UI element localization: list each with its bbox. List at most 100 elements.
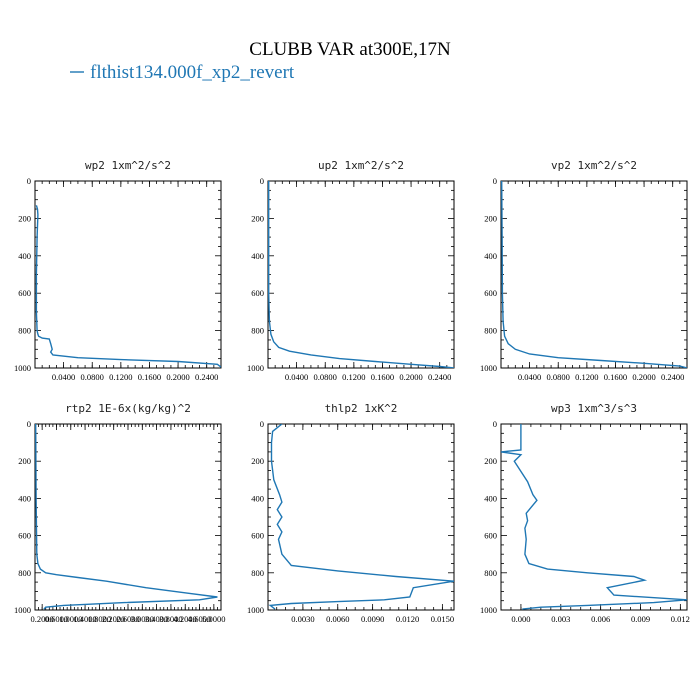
y-tick-label: 0 (493, 176, 497, 186)
x-tick-label: 0.0800 (314, 372, 337, 382)
series-line (501, 181, 687, 368)
plot-frame (500, 180, 688, 369)
x-tick-label: 0.0800 (81, 372, 104, 382)
plot-frame (267, 423, 455, 611)
series-line (268, 424, 454, 610)
x-tick-label: 0.0150 (431, 614, 454, 624)
x-tick-label: 0.0090 (361, 614, 384, 624)
x-tick-label: 0.1200 (109, 372, 132, 382)
x-tick-label: 0.0120 (396, 614, 419, 624)
y-tick-label: 600 (484, 531, 497, 541)
y-tick-label: 800 (484, 326, 497, 336)
y-tick-label: 200 (484, 456, 497, 466)
plot-frame (34, 180, 222, 369)
x-tick-label: 0.0800 (547, 372, 570, 382)
y-tick-label: 600 (484, 288, 497, 298)
y-tick-label: 400 (251, 493, 264, 503)
x-tick-label: 0.2000 (166, 372, 189, 382)
y-tick-label: 1000 (14, 363, 31, 373)
x-tick-label: 0.1600 (138, 372, 161, 382)
y-tick-label: 400 (18, 251, 31, 261)
panel-3: vp2 1xm^2/s^2 0 200 400 600 800 1000 0.0400 0.08… (480, 159, 688, 382)
y-tick-label: 200 (18, 456, 31, 466)
x-tick-label: 0.012 (671, 614, 690, 624)
x-tick-label: 0.2400 (428, 372, 451, 382)
x-tick-label: 0.1200 (342, 372, 365, 382)
panel-title: vp2 1xm^2/s^2 (551, 159, 637, 172)
x-tick-label: 0.0400 (518, 372, 541, 382)
panel-title: thlp2 1xK^2 (325, 402, 398, 415)
figure-title: CLUBB VAR at300E,17N (249, 39, 451, 60)
panel-6: wp3 1xm^3/s^3 0 200 400 600 800 1000 0.000 0.003… (480, 402, 690, 624)
y-tick-label: 600 (251, 531, 264, 541)
y-tick-label: 1000 (247, 605, 264, 615)
x-tick-label: 0.006 (591, 614, 610, 624)
series-line (501, 424, 687, 610)
y-tick-label: 800 (251, 326, 264, 336)
panel-title: wp3 1xm^3/s^3 (551, 402, 637, 415)
x-tick-label: 3.8000 (159, 614, 182, 624)
plot-frame (34, 423, 222, 611)
x-tick-label: 0.1600 (604, 372, 627, 382)
x-tick-label: 1.8000 (88, 614, 111, 624)
x-tick-label: 0.009 (631, 614, 650, 624)
series-line (35, 205, 221, 368)
y-tick-label: 800 (18, 568, 31, 578)
x-tick-label: 2.6000 (116, 614, 139, 624)
x-tick-label: 0.6000 (45, 614, 68, 624)
y-tick-label: 600 (251, 288, 264, 298)
panel-5: thlp2 1xK^2 0 200 400 600 800 1000 0.0030 0.0060… (247, 402, 455, 624)
panel-2: up2 1xm^2/s^2 0 200 400 600 800 1000 0.0400 0.08… (247, 159, 455, 382)
y-tick-label: 1000 (480, 363, 497, 373)
y-tick-label: 200 (484, 213, 497, 223)
panel-4: rtp2 1E-6x(kg/kg)^2 0 200 400 600 800 10000.20… (14, 402, 226, 624)
y-tick-label: 0 (260, 176, 264, 186)
x-tick-label: 1.4000 (73, 614, 96, 624)
panels-grid: wp2 1xm^2/s^2 0 200 400 600 800 1000 0.0400 0.08… (14, 159, 690, 624)
legend-label: flthist134.000f_xp2_revert (90, 62, 295, 83)
y-tick-label: 0 (493, 419, 497, 429)
x-tick-label: 0.2000 (399, 372, 422, 382)
series-line (35, 424, 218, 610)
y-tick-label: 800 (18, 326, 31, 336)
plot-frame (500, 423, 688, 611)
x-tick-label: 3.4000 (145, 614, 168, 624)
x-tick-label: 0.2400 (195, 372, 218, 382)
x-tick-label: 1.0000 (59, 614, 82, 624)
x-tick-label: 0.0060 (326, 614, 349, 624)
x-tick-label: 0.1200 (575, 372, 598, 382)
panel-1: wp2 1xm^2/s^2 0 200 400 600 800 1000 0.0400 0.08… (14, 159, 222, 382)
x-tick-label: 3.0000 (131, 614, 154, 624)
y-tick-label: 800 (484, 568, 497, 578)
y-tick-label: 400 (18, 493, 31, 503)
y-tick-label: 0 (260, 419, 264, 429)
x-tick-label: 0.000 (511, 614, 530, 624)
x-tick-label: 0.0400 (285, 372, 308, 382)
plot-frame (267, 180, 455, 369)
x-tick-label: 5.0000 (202, 614, 225, 624)
y-tick-label: 400 (484, 493, 497, 503)
y-tick-label: 400 (484, 251, 497, 261)
y-tick-label: 1000 (14, 605, 31, 615)
y-tick-label: 200 (251, 456, 264, 466)
x-tick-label: 0.2400 (661, 372, 684, 382)
panel-title: rtp2 1E-6x(kg/kg)^2 (65, 402, 191, 415)
y-tick-label: 0 (27, 419, 31, 429)
y-tick-label: 1000 (247, 363, 264, 373)
x-tick-label: 0.003 (551, 614, 570, 624)
y-tick-label: 800 (251, 568, 264, 578)
y-tick-label: 0 (27, 176, 31, 186)
x-tick-label: 0.2000 (632, 372, 655, 382)
panel-title: wp2 1xm^2/s^2 (85, 159, 171, 172)
x-tick-label: 0.1600 (371, 372, 394, 382)
x-tick-label: 4.2000 (174, 614, 197, 624)
panel-title: up2 1xm^2/s^2 (318, 159, 404, 172)
y-tick-label: 200 (251, 213, 264, 223)
x-tick-label: 2.2000 (102, 614, 125, 624)
y-tick-label: 600 (18, 531, 31, 541)
x-tick-label: 0.0030 (291, 614, 314, 624)
y-tick-label: 600 (18, 288, 31, 298)
x-tick-label: 0.0400 (52, 372, 75, 382)
x-tick-label: 0.2000 (30, 614, 53, 624)
